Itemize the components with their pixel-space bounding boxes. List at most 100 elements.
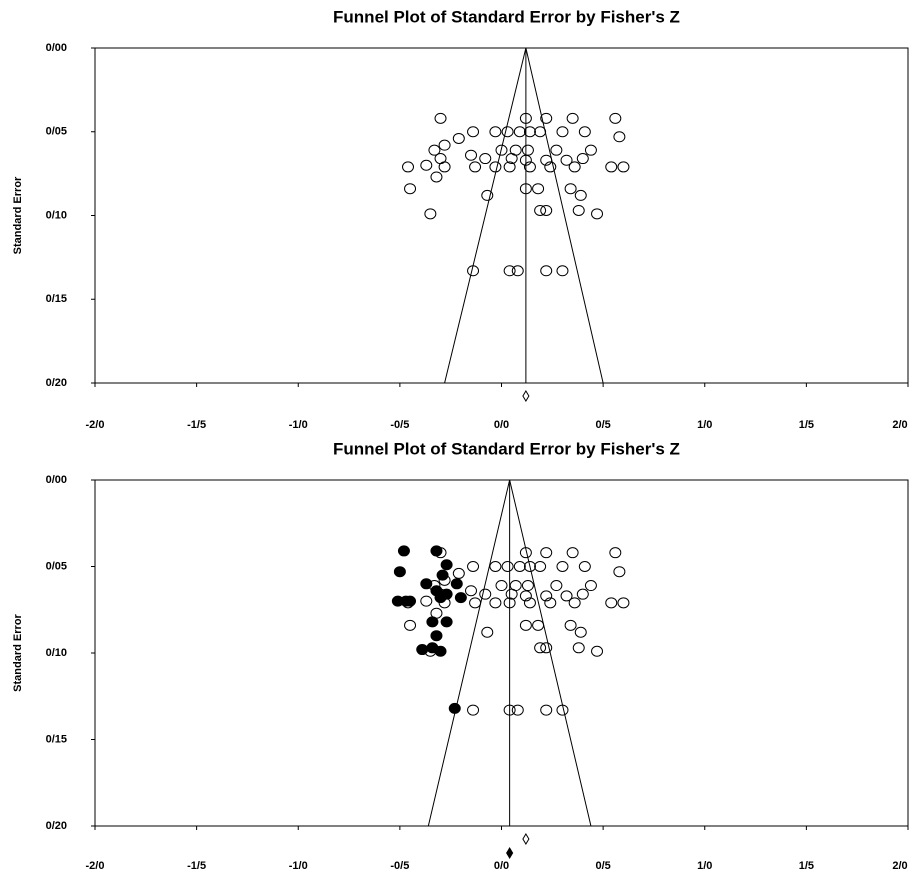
study-point: [520, 620, 531, 630]
x-tick-label: -1/0: [289, 419, 308, 431]
study-point: [569, 598, 580, 608]
study-point: [618, 162, 629, 172]
y-tick-label: 0/10: [46, 209, 67, 221]
study-point: [577, 154, 588, 164]
study-point: [569, 162, 580, 172]
y-tick-label: 0/15: [46, 293, 67, 305]
study-point: [541, 548, 552, 558]
study-point: [535, 127, 546, 137]
study-point: [606, 598, 617, 608]
x-tick-label: -2/0: [86, 860, 105, 872]
study-point: [541, 705, 552, 715]
summary-diamond: [523, 391, 529, 401]
study-point: [394, 567, 405, 577]
study-point: [468, 705, 479, 715]
study-point: [441, 560, 452, 570]
study-point: [514, 127, 525, 137]
study-point: [437, 570, 448, 580]
study-point: [551, 581, 562, 591]
study-point: [496, 581, 507, 591]
study-point: [614, 132, 625, 142]
study-point: [557, 562, 568, 572]
study-point: [618, 598, 629, 608]
study-point: [573, 205, 584, 215]
study-point: [514, 562, 525, 572]
study-point: [490, 127, 501, 137]
study-point: [565, 620, 576, 630]
y-axis-label: Standard Error: [12, 176, 24, 254]
plot-frame: [95, 48, 908, 383]
x-tick-label: 1/0: [697, 419, 712, 431]
y-tick-label: 0/10: [46, 647, 67, 659]
study-point: [567, 113, 578, 123]
study-point: [449, 703, 460, 713]
chart-title: Funnel Plot of Standard Error by Fisher'…: [333, 7, 680, 26]
summary-diamond: [523, 834, 529, 844]
x-tick-label: 0/0: [494, 860, 509, 872]
y-tick-label: 0/15: [46, 733, 67, 745]
study-point: [585, 581, 596, 591]
study-point: [606, 162, 617, 172]
figure: Funnel Plot of Standard Error by Fisher'…: [0, 0, 914, 874]
study-point: [453, 133, 464, 143]
chart-title: Funnel Plot of Standard Error by Fisher'…: [333, 439, 680, 458]
study-point: [441, 589, 452, 599]
x-tick-label: 0/5: [595, 419, 610, 431]
study-point: [435, 113, 446, 123]
study-point: [455, 593, 466, 603]
study-point: [405, 620, 416, 630]
study-point: [579, 562, 590, 572]
study-point: [417, 645, 428, 655]
study-point: [441, 617, 452, 627]
study-point: [535, 205, 546, 215]
study-point: [490, 598, 501, 608]
study-point: [482, 190, 493, 200]
study-point: [551, 145, 562, 155]
study-point: [490, 562, 501, 572]
study-point: [585, 145, 596, 155]
study-point: [541, 266, 552, 276]
study-point: [502, 562, 513, 572]
study-point: [398, 546, 409, 556]
y-tick-label: 0/00: [46, 42, 67, 54]
study-point: [427, 617, 438, 627]
study-point: [421, 596, 432, 606]
study-point: [451, 579, 462, 589]
study-point: [533, 184, 544, 194]
study-point: [466, 150, 477, 160]
study-point: [535, 643, 546, 653]
y-tick-label: 0/00: [46, 474, 67, 486]
study-point: [403, 162, 414, 172]
study-point: [533, 620, 544, 630]
study-point: [565, 184, 576, 194]
study-point: [575, 190, 586, 200]
study-point: [435, 646, 446, 656]
study-point: [610, 548, 621, 558]
x-tick-label: 0/0: [494, 419, 509, 431]
study-point: [439, 162, 450, 172]
study-point: [557, 127, 568, 137]
y-tick-label: 0/05: [46, 126, 67, 138]
x-tick-label: 0/5: [595, 860, 610, 872]
study-point: [466, 586, 477, 596]
study-point: [470, 162, 481, 172]
adjusted-diamond: [507, 848, 513, 858]
study-point: [614, 567, 625, 577]
study-point: [610, 113, 621, 123]
study-point: [468, 562, 479, 572]
study-point: [468, 127, 479, 137]
x-tick-label: 2/0: [892, 860, 907, 872]
study-point: [557, 266, 568, 276]
study-point: [512, 266, 523, 276]
study-point: [567, 548, 578, 558]
study-point: [535, 562, 546, 572]
x-tick-label: -0/5: [390, 860, 409, 872]
study-point: [577, 589, 588, 599]
plot-frame: [95, 480, 908, 826]
x-tick-label: -1/0: [289, 860, 308, 872]
study-point: [522, 581, 533, 591]
study-point: [439, 140, 450, 150]
study-point: [573, 643, 584, 653]
study-point: [522, 145, 533, 155]
y-tick-label: 0/05: [46, 560, 67, 572]
